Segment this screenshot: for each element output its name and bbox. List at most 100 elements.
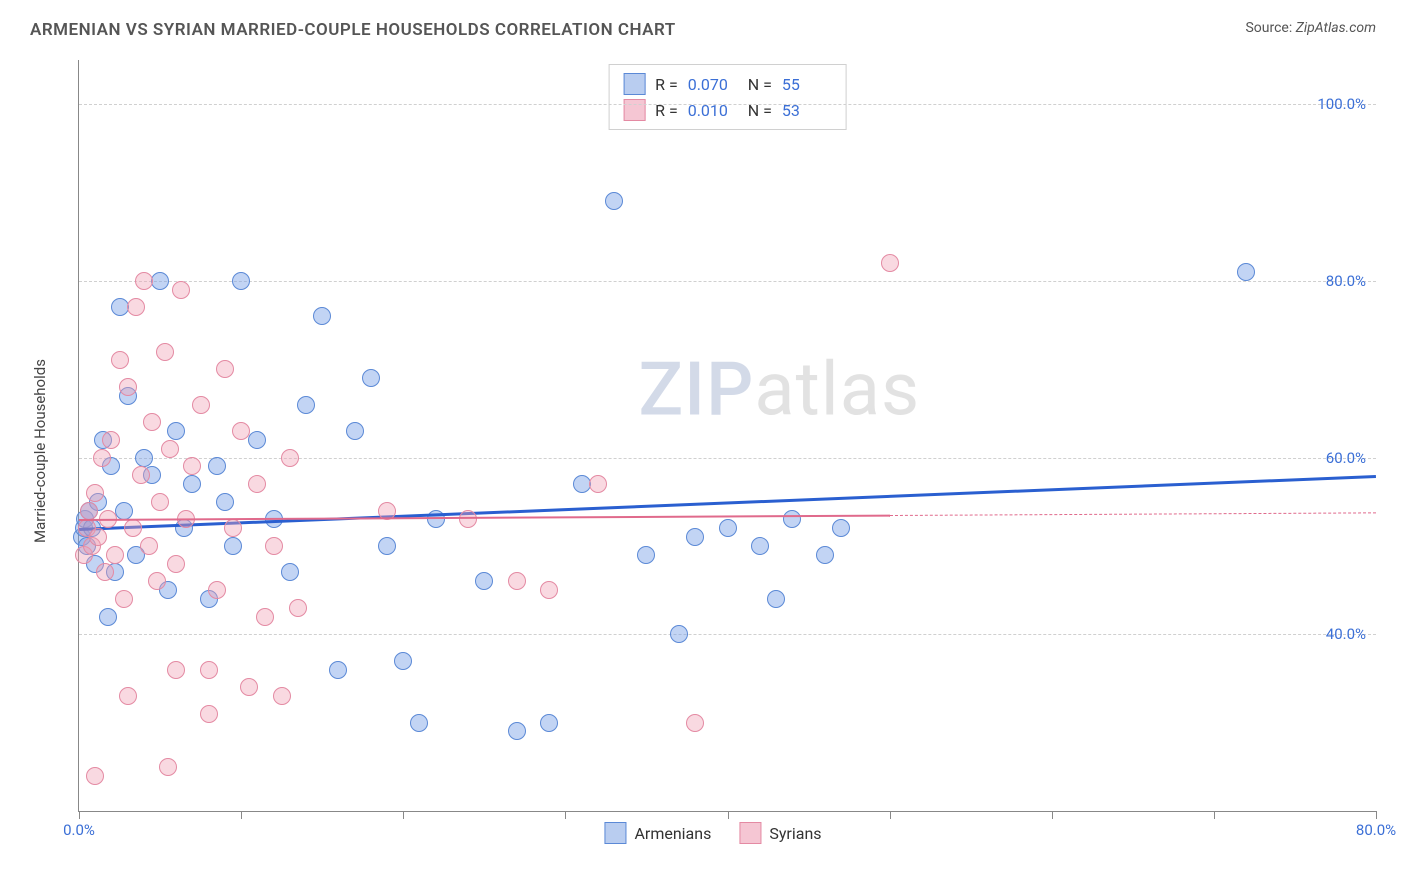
plot-area: ZIPatlas R =0.070N =55R =0.010N =53 40.0… [78,60,1376,812]
scatter-point [99,608,117,626]
scatter-point [208,581,226,599]
scatter-point [378,537,396,555]
stat-r-label: R = [655,75,678,94]
scatter-point [232,272,250,290]
y-tick-label: 100.0% [1317,95,1366,113]
scatter-point [96,563,114,581]
scatter-point [459,510,477,528]
stat-n-label: N = [748,75,772,94]
scatter-point [751,537,769,555]
scatter-point [540,581,558,599]
watermark: ZIPatlas [639,347,921,434]
scatter-point [167,555,185,573]
stats-row: R =0.010N =53 [623,97,832,123]
x-tick [1214,811,1215,819]
scatter-point [508,722,526,740]
scatter-point [106,546,124,564]
scatter-point [410,714,428,732]
scatter-point [167,661,185,679]
scatter-point [216,493,234,511]
scatter-point [183,457,201,475]
scatter-point [143,413,161,431]
scatter-point [256,608,274,626]
scatter-point [135,449,153,467]
stat-n-value: 55 [782,75,832,94]
chart-title: ARMENIAN VS SYRIAN MARRIED-COUPLE HOUSEH… [30,20,676,40]
x-tick [403,811,404,819]
source-credit: Source: ZipAtlas.com [1245,20,1376,36]
scatter-point [216,360,234,378]
stat-r-value: 0.070 [688,75,738,94]
series-legend-item: Armenians [604,822,711,844]
series-name: Armenians [634,824,711,843]
x-tick-label: 0.0% [63,821,95,839]
scatter-point [589,475,607,493]
gridline [79,634,1376,635]
scatter-point [86,767,104,785]
chart-header: ARMENIAN VS SYRIAN MARRIED-COUPLE HOUSEH… [0,0,1406,50]
scatter-point [329,661,347,679]
x-tick [565,811,566,819]
scatter-point [93,449,111,467]
scatter-point [224,537,242,555]
scatter-point [767,590,785,608]
scatter-point [119,687,137,705]
scatter-point [183,475,201,493]
gridline [79,458,1376,459]
scatter-point [816,546,834,564]
y-tick-label: 80.0% [1326,272,1366,290]
scatter-point [346,422,364,440]
scatter-point [156,343,174,361]
scatter-point [132,466,150,484]
scatter-point [248,431,266,449]
scatter-point [240,678,258,696]
scatter-point [151,493,169,511]
series-name: Syrians [769,824,821,843]
scatter-point [115,502,133,520]
scatter-point [394,652,412,670]
scatter-point [783,510,801,528]
source-label: Source: [1245,20,1295,36]
scatter-point [115,590,133,608]
x-tick [1052,811,1053,819]
series-legend: Armenians Syrians [604,822,821,844]
y-tick-label: 60.0% [1326,449,1366,467]
scatter-point [86,484,104,502]
scatter-point [686,528,704,546]
scatter-point [540,714,558,732]
scatter-point [127,298,145,316]
scatter-point [148,572,166,590]
scatter-point [124,519,142,537]
scatter-point [135,272,153,290]
scatter-point [159,758,177,776]
scatter-point [140,537,158,555]
scatter-point [508,572,526,590]
legend-swatch [623,99,645,121]
scatter-point [119,378,137,396]
y-axis-title: Married-couple Households [31,359,49,543]
scatter-point [192,396,210,414]
scatter-point [289,599,307,617]
x-tick [79,811,80,819]
trend-extrapolation [890,512,1376,516]
scatter-point [281,449,299,467]
scatter-point [167,422,185,440]
scatter-point [208,457,226,475]
legend-swatch [604,822,626,844]
scatter-point [297,396,315,414]
scatter-point [881,254,899,272]
watermark-prefix: ZIP [639,347,755,434]
scatter-point [637,546,655,564]
source-value: ZipAtlas.com [1296,20,1376,36]
stats-row: R = 0.070 N = 55 [623,71,832,97]
gridline [79,104,1376,105]
scatter-point [248,475,266,493]
scatter-point [832,519,850,537]
scatter-point [161,440,179,458]
x-tick [890,811,891,819]
scatter-point [362,369,380,387]
scatter-point [102,431,120,449]
scatter-point [172,281,190,299]
trend-line [79,515,890,521]
watermark-suffix: atlas [754,347,920,434]
